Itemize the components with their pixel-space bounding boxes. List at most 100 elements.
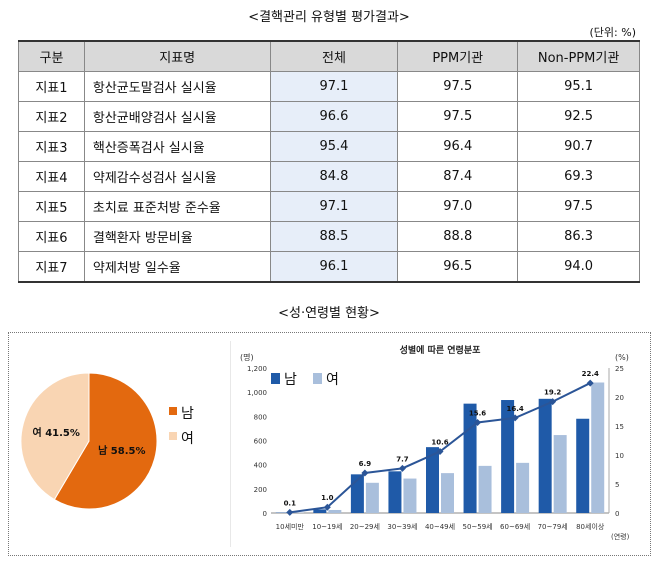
x-tick-label: 20~29세 xyxy=(350,522,380,531)
row-ppm: 96.4 xyxy=(397,131,519,162)
row-ppm: 88.8 xyxy=(397,221,519,252)
ratio-point xyxy=(436,448,444,456)
row-id: 지표4 xyxy=(18,161,85,192)
ratio-label: 10.6 xyxy=(431,439,448,447)
row-id: 지표3 xyxy=(18,131,85,162)
table-row: 지표4 약제감수성검사 실시율 84.8 87.4 69.3 xyxy=(18,161,640,192)
ratio-label: 1.0 xyxy=(321,494,334,502)
row-id: 지표6 xyxy=(18,221,85,252)
header-non-ppm: Non-PPM기관 xyxy=(517,40,640,72)
row-non-ppm: 97.5 xyxy=(517,191,640,222)
pie-slice-label: 여 41.5% xyxy=(33,426,80,439)
row-total: 97.1 xyxy=(269,71,399,102)
bar-female xyxy=(365,482,379,513)
row-total: 95.4 xyxy=(269,131,399,162)
y2-axis-unit: (%) xyxy=(615,353,629,362)
x-tick-label: 10세미만 xyxy=(276,522,305,531)
bar-female xyxy=(441,473,454,513)
legend-swatch xyxy=(313,373,322,384)
legend-label: 남 xyxy=(284,372,297,388)
ratio-label: 15.6 xyxy=(469,410,486,418)
pie-slice-label: 남 58.5% xyxy=(98,444,145,457)
row-total: 97.1 xyxy=(269,191,399,222)
x-tick-label: 50~59세 xyxy=(462,522,492,531)
row-id: 지표7 xyxy=(18,251,85,283)
ratio-label: 22.4 xyxy=(582,370,599,378)
bar-line-chart: 성별에 따른 연령분포(명) (%)02004006008001,0001,200… xyxy=(240,344,630,541)
table-row: 지표2 항산균배양검사 실시율 96.6 97.5 92.5 xyxy=(18,101,640,132)
table-row: 지표1 항산균도말검사 실시율 97.1 97.5 95.1 xyxy=(18,71,640,102)
bar-female xyxy=(478,465,492,513)
y-tick-label: 800 xyxy=(254,413,267,421)
row-non-ppm: 92.5 xyxy=(517,101,640,132)
row-total: 88.5 xyxy=(269,221,399,252)
chart-panel: 남 58.5% 여 41.5% 남 여 성별에 따른 연령분포 (명) (%) 0 200 40… xyxy=(8,332,651,556)
x-tick-label: 80세이상 xyxy=(576,522,605,531)
bar-female xyxy=(403,478,417,513)
row-name: 항산균도말검사 실시율 xyxy=(83,71,271,102)
legend-label: 남 xyxy=(181,406,194,422)
header-ppm: PPM기관 xyxy=(397,40,519,72)
row-id: 지표2 xyxy=(18,101,85,132)
row-non-ppm: 90.7 xyxy=(517,131,640,162)
y2-tick-label: 20 xyxy=(615,394,624,402)
y-tick-label: 0 xyxy=(263,510,267,518)
table-row: 지표7 약제처방 일수율 96.1 96.5 94.0 xyxy=(18,251,640,283)
row-id: 지표1 xyxy=(18,71,85,102)
header-total: 전체 xyxy=(269,40,399,72)
y-tick-label: 600 xyxy=(254,438,267,446)
legend-label: 여 xyxy=(181,431,194,447)
row-total: 84.8 xyxy=(269,161,399,192)
evaluation-table: 구분 지표명 전체 PPM기관 Non-PPM기관 지표1 항산균도말검사 실시… xyxy=(18,40,640,283)
ratio-point xyxy=(361,469,369,477)
bar-female xyxy=(553,435,567,513)
bar-female xyxy=(591,382,605,513)
x-tick-label: 30~39세 xyxy=(387,522,417,531)
bar-male xyxy=(501,400,515,513)
ratio-point xyxy=(323,503,331,511)
row-total: 96.1 xyxy=(269,251,399,283)
row-name: 초치료 표준처방 준수율 xyxy=(83,191,271,222)
ratio-point xyxy=(549,398,557,406)
table-row: 지표3 핵산증폭검사 실시율 95.4 96.4 90.7 xyxy=(18,131,640,162)
ratio-point xyxy=(398,464,406,472)
bar-female xyxy=(516,462,530,513)
bar-male xyxy=(426,447,439,513)
y2-tick-label: 5 xyxy=(615,481,619,489)
y-tick-label: 1,200 xyxy=(247,365,267,373)
bar-male xyxy=(313,509,327,513)
legend-swatch xyxy=(169,432,177,440)
panel-divider xyxy=(230,341,231,547)
legend-swatch xyxy=(271,373,280,384)
legend-label: 여 xyxy=(326,372,339,388)
table-row: 지표5 초치료 표준처방 준수율 97.1 97.0 97.5 xyxy=(18,191,640,222)
y-axis-unit: (명) xyxy=(240,352,254,362)
pie-chart: 남 58.5% 여 41.5% 남여 xyxy=(20,372,194,510)
header-indicator: 지표명 xyxy=(83,40,271,72)
row-non-ppm: 94.0 xyxy=(517,251,640,283)
row-total: 96.6 xyxy=(269,101,399,132)
row-name: 약제처방 일수율 xyxy=(83,251,271,283)
row-ppm: 96.5 xyxy=(397,251,519,283)
chart-title: 성별에 따른 연령분포 xyxy=(400,344,482,356)
ratio-point xyxy=(474,419,482,427)
ratio-label: 16.4 xyxy=(506,405,523,413)
bar-male xyxy=(388,471,402,513)
x-tick-label: 70~79세 xyxy=(538,522,568,531)
row-non-ppm: 86.3 xyxy=(517,221,640,252)
table-title: <결핵관리 유형별 평가결과> xyxy=(248,10,410,25)
y2-tick-label: 0 xyxy=(615,510,619,518)
y-tick-label: 1,000 xyxy=(247,389,267,397)
bar-male xyxy=(576,418,590,513)
ratio-label: 19.2 xyxy=(544,389,561,397)
ratio-label: 0.1 xyxy=(284,499,297,507)
bar-female xyxy=(328,509,342,513)
y-tick-label: 400 xyxy=(254,462,267,470)
x-tick-label: 10~19세 xyxy=(312,522,342,531)
row-ppm: 97.0 xyxy=(397,191,519,222)
pie-slice-female xyxy=(20,372,90,501)
header-category: 구분 xyxy=(18,40,85,72)
row-ppm: 97.5 xyxy=(397,101,519,132)
ratio-point xyxy=(286,508,294,516)
row-non-ppm: 95.1 xyxy=(517,71,640,102)
